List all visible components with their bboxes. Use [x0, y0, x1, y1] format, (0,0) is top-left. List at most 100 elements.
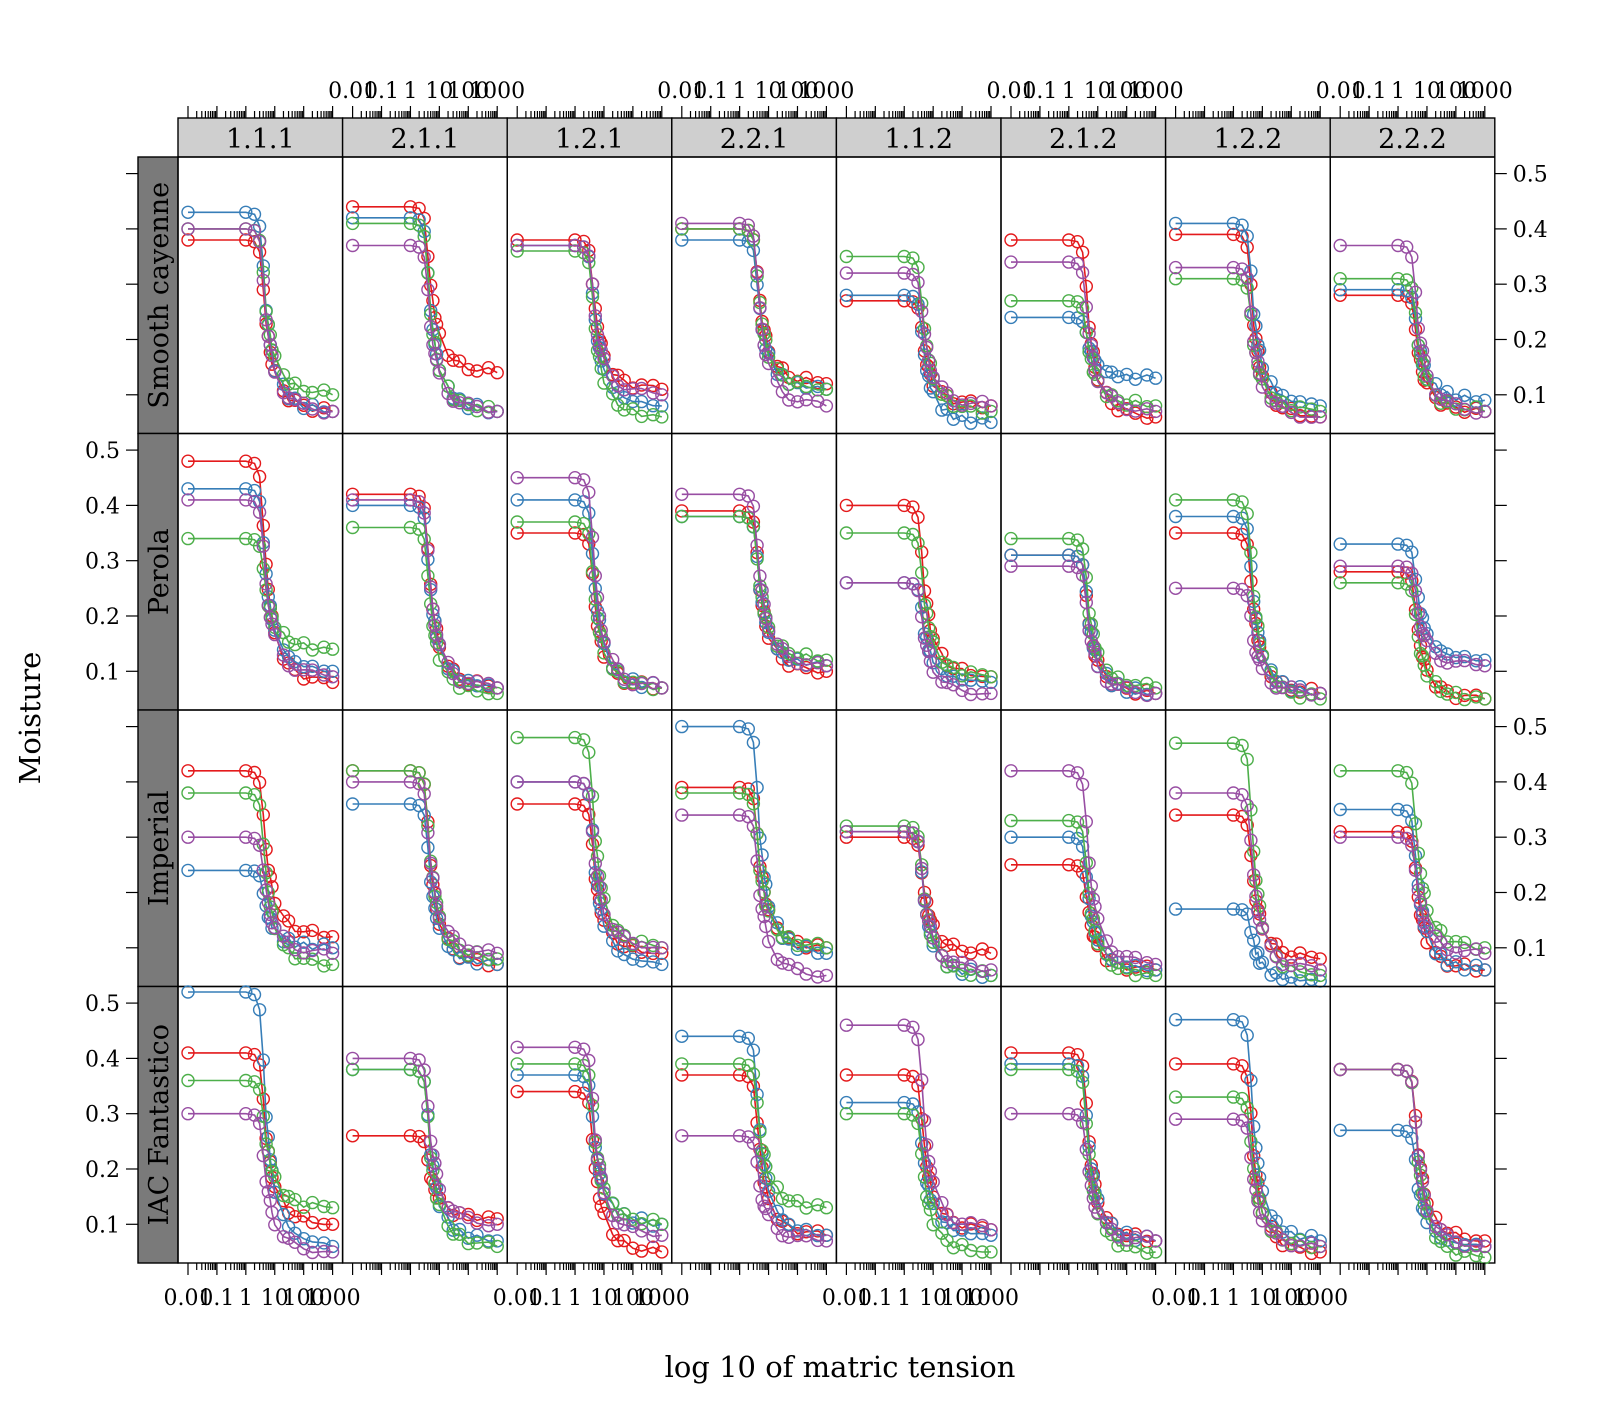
- data-point: [325, 957, 340, 972]
- data-point: [1405, 838, 1419, 852]
- data-point: [753, 863, 767, 878]
- x-tick-label: 10: [755, 79, 783, 104]
- data-point: [424, 1134, 438, 1149]
- data-point: [1420, 1204, 1434, 1218]
- data-point: [984, 686, 998, 701]
- data-point: [920, 908, 934, 922]
- data-point: [510, 1084, 524, 1099]
- data-point: [920, 1138, 934, 1152]
- data-point: [446, 394, 460, 408]
- data-point: [1478, 404, 1492, 419]
- data-point: [1240, 589, 1254, 603]
- x-tick-label: 1000: [1457, 79, 1513, 104]
- data-point: [1168, 260, 1183, 275]
- series-line: [681, 814, 827, 978]
- data-point: [611, 662, 625, 676]
- data-point: [911, 510, 925, 525]
- data-point: [1168, 581, 1183, 595]
- data-point: [1240, 1100, 1254, 1115]
- x-tick-label: 100: [1435, 79, 1477, 104]
- data-point: [590, 1152, 605, 1167]
- data-point: [634, 1216, 649, 1231]
- data-point: [746, 735, 761, 750]
- data-point: [461, 1236, 475, 1251]
- data-point: [1070, 1047, 1085, 1062]
- data-point: [964, 416, 978, 430]
- data-point: [757, 338, 771, 352]
- x-tick-label: 0.01: [987, 79, 1036, 104]
- data-point: [906, 1020, 920, 1035]
- data-point: [305, 663, 320, 677]
- series-line: [188, 228, 333, 414]
- series-line: [681, 493, 827, 667]
- x-tick-label: 1000: [305, 1286, 361, 1311]
- data-point: [1062, 764, 1076, 778]
- y-tick-label: 0.1: [1513, 937, 1548, 962]
- data-point: [1244, 545, 1258, 560]
- data-point: [634, 1224, 649, 1238]
- data-point: [481, 405, 496, 419]
- data-point: [594, 1170, 608, 1185]
- data-point: [897, 825, 911, 839]
- data-point: [585, 565, 600, 579]
- data-point: [432, 1182, 447, 1197]
- data-point: [926, 1175, 940, 1189]
- data-point: [325, 946, 340, 960]
- data-point: [325, 1200, 340, 1215]
- data-point: [412, 495, 426, 509]
- data-point: [759, 611, 773, 626]
- data-point: [732, 719, 747, 734]
- data-point: [1391, 1062, 1405, 1077]
- x-tick-label: 100: [612, 1286, 654, 1311]
- data-point: [897, 1018, 911, 1032]
- data-point: [1226, 1112, 1241, 1126]
- data-point: [753, 569, 767, 583]
- data-point: [1420, 633, 1434, 648]
- data-point: [582, 1068, 596, 1082]
- data-point: [1457, 653, 1472, 668]
- data-point: [582, 506, 596, 520]
- data-point: [1333, 272, 1347, 286]
- series-line: [846, 830, 992, 979]
- data-point: [1226, 227, 1241, 242]
- series-line: [1175, 1118, 1321, 1248]
- x-tick-label: 1: [403, 79, 417, 104]
- row-strip: [137, 985, 179, 1264]
- data-point: [239, 786, 253, 800]
- data-point: [412, 218, 426, 232]
- data-point: [1415, 344, 1430, 358]
- data-point: [585, 824, 600, 839]
- data-point: [1333, 537, 1347, 551]
- data-point: [1333, 830, 1347, 844]
- data-point: [926, 665, 940, 679]
- data-point: [1399, 1064, 1414, 1078]
- data-point: [1111, 950, 1125, 964]
- data-point: [1168, 526, 1183, 540]
- data-point: [297, 935, 311, 949]
- y-tick-label: 0.2: [85, 605, 120, 630]
- data-point: [1148, 371, 1163, 385]
- data-point: [839, 825, 854, 839]
- data-point: [655, 410, 669, 424]
- data-point: [345, 1129, 360, 1143]
- data-point: [1168, 509, 1183, 524]
- data-point: [1246, 933, 1261, 947]
- data-point: [247, 987, 262, 1002]
- x-tick-label: 0.01: [493, 1286, 542, 1311]
- data-point: [1449, 1225, 1463, 1240]
- series-line: [681, 239, 827, 391]
- x-tick-label: 0.1: [1352, 79, 1387, 104]
- data-point: [417, 211, 431, 226]
- data-point: [819, 1234, 834, 1248]
- data-point: [626, 952, 640, 966]
- data-point: [1252, 1205, 1267, 1220]
- panel-frame: [341, 432, 508, 711]
- data-point: [1240, 229, 1254, 243]
- data-point: [655, 399, 669, 413]
- data-point: [317, 1217, 331, 1232]
- data-point: [940, 675, 954, 690]
- data-point: [1062, 1046, 1076, 1060]
- data-point: [1391, 537, 1405, 551]
- data-point: [1313, 1239, 1327, 1254]
- data-point: [655, 681, 669, 695]
